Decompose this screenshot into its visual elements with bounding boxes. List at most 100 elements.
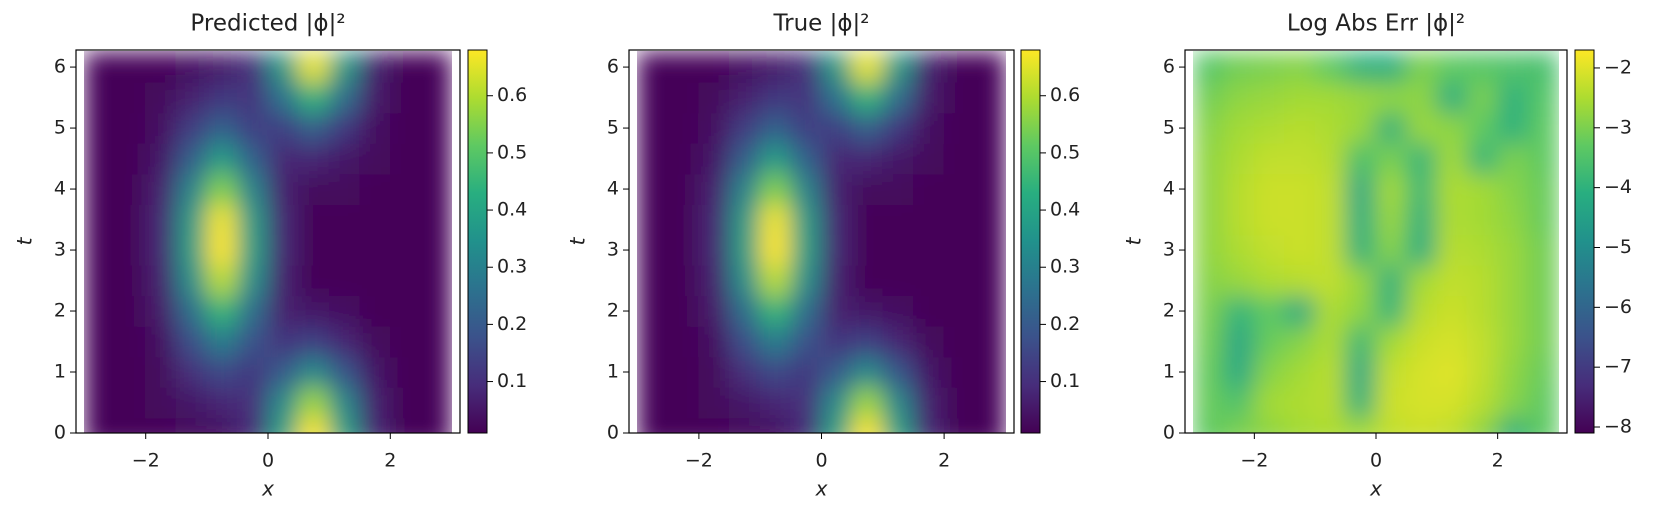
heatmap-cell [1436,112,1468,144]
x-tick-label: −2 [1240,450,1268,472]
heatmap-cell [698,173,731,205]
heatmap-cell [759,203,792,236]
heatmap-cell [267,81,300,114]
heatmap-cell [145,325,177,358]
heatmap-cell [1284,356,1316,388]
heatmap-cell [1497,417,1529,433]
heatmap-cell [790,264,822,297]
heatmap-cell [1405,142,1438,175]
heatmap-cell [389,386,422,419]
heatmap-cell [1497,81,1529,114]
heatmap-cell [236,51,269,83]
heatmap-cell [1253,112,1286,144]
heatmap-cell [175,386,208,419]
heatmap-cell [359,142,391,175]
heatmap-cell [1345,234,1377,266]
heatmap-cell [298,417,330,433]
heatmap-cell [882,51,914,83]
heatmap-cell [943,203,976,236]
heatmap-cell [1223,112,1255,144]
x-axis-label: x [1369,477,1382,501]
heatmap-cell [359,295,391,327]
heatmap-cell [298,234,330,266]
heatmap-cell [729,417,761,433]
heatmap-cell [912,264,945,297]
heatmap-cell [1223,51,1255,83]
y-tick-label: 2 [54,300,66,322]
heatmap-cell [328,142,361,175]
heatmap-cell [1527,356,1559,388]
x-tick-label: −2 [132,450,160,472]
heatmap-cell [943,234,976,266]
heatmap-cell [267,234,300,266]
heatmap-cell [420,325,452,358]
heatmap-cell [729,142,761,175]
y-tick-label: 4 [607,178,619,200]
heatmap-cell [1193,81,1225,114]
heatmap-cell [729,234,761,266]
heatmap-cell [1345,173,1377,205]
heatmap-cell [175,264,208,297]
heatmap-cell [298,356,330,388]
heatmap-cell [1436,295,1468,327]
heatmap-cell [974,356,1006,388]
heatmap-cell [667,51,700,83]
heatmap-cell [1405,417,1438,433]
heatmap-cell [1345,295,1377,327]
heatmap-cell [1466,386,1499,419]
heatmap-cell [729,325,761,358]
heatmap-cell [882,142,914,175]
heatmap-cell [328,51,361,83]
heatmap-cell [84,356,116,388]
heatmap-cell [851,112,884,144]
heatmap-cell [1284,295,1316,327]
heatmap-cell [1527,417,1559,433]
heatmap-cell [1375,142,1407,175]
heatmap-cell [974,325,1006,358]
heatmap-cell [1405,234,1438,266]
heatmap-cell [236,417,269,433]
heatmap-cell [175,142,208,175]
heatmap-cell [667,386,700,419]
heatmap-cell [1375,356,1407,388]
heatmap-cell [1345,142,1377,175]
heatmap-cell [298,264,330,297]
heatmap-cell [912,356,945,388]
colorbar-tick-label: 0.4 [497,199,527,221]
heatmap-cell [389,264,422,297]
heatmap-cell [206,112,238,144]
heatmap-cell [389,234,422,266]
heatmap-cell [175,356,208,388]
heatmap-cell [790,112,822,144]
heatmap-cell [1497,295,1529,327]
heatmap-cell [328,234,361,266]
heatmap-cell [821,325,853,358]
heatmap-cell [882,325,914,358]
heatmap-cell [882,264,914,297]
heatmap-cell [1193,142,1225,175]
heatmap-cell [882,386,914,419]
heatmap-cell [1405,295,1438,327]
y-tick-label: 5 [54,117,66,139]
heatmap-cell [1527,51,1559,83]
heatmap-cell [1284,234,1316,266]
heatmap-cell [1375,112,1407,144]
heatmap-cell [943,386,976,419]
heatmap-cell [1223,142,1255,175]
chart-title: True |ϕ|² [772,11,869,37]
heatmap-cell [667,325,700,358]
y-tick-label: 6 [54,56,66,78]
heatmap-cell [389,295,422,327]
heatmap-cell [1314,81,1347,114]
heatmap-cell [1314,51,1347,83]
x-tick-label: 0 [262,450,274,472]
heatmap-cell [267,142,300,175]
heatmap-cell [759,234,792,266]
y-tick-label: 1 [1163,361,1175,383]
heatmap-cell [1193,51,1225,83]
heatmap-cell [912,203,945,236]
heatmap-cell [206,264,238,297]
heatmap-cell [851,203,884,236]
heatmap-cell [851,325,884,358]
